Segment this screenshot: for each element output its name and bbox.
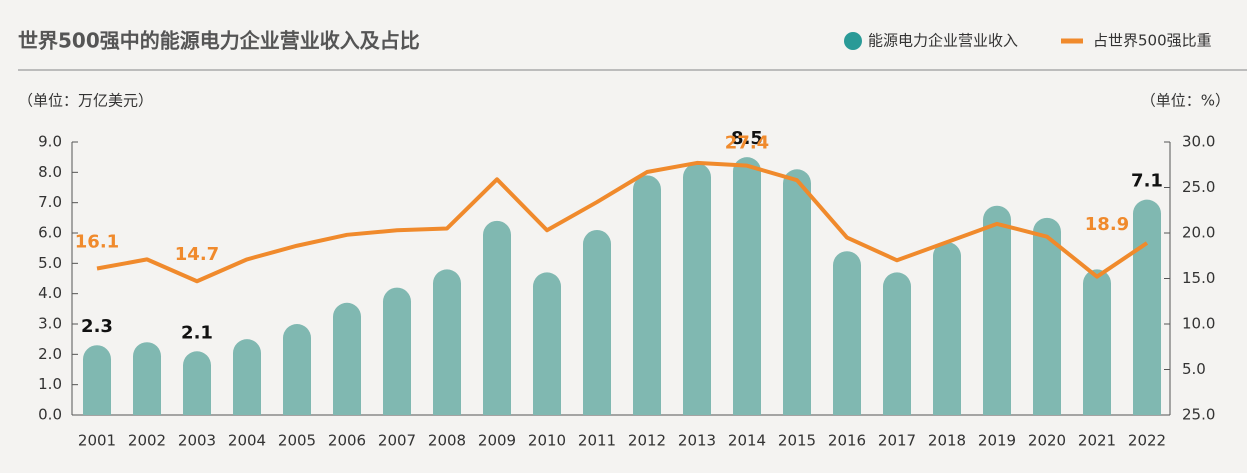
x-tick-label: 2022 [1128, 432, 1166, 450]
y2-tick-label: 30.0 [1182, 133, 1215, 151]
bar [983, 205, 1011, 415]
y-tick-label: 7.0 [38, 193, 62, 211]
y-tick-label: 5.0 [38, 254, 62, 272]
x-tick-label: 2011 [578, 432, 616, 450]
bar [633, 175, 661, 415]
y-tick-label: 1.0 [38, 375, 62, 393]
bar [383, 287, 411, 415]
line [96, 160, 1149, 284]
bar [433, 269, 461, 415]
line-value-label: 27.4 [725, 133, 769, 154]
y-unit: （单位：万亿美元） [18, 92, 153, 110]
bar-value-label: 8.5 [731, 128, 763, 149]
chart-title: 世界500强中的能源电力企业营业收入及占比 [18, 29, 420, 53]
bar [933, 242, 961, 415]
bar-value-label: 2.3 [81, 316, 113, 337]
x-tick-label: 2006 [328, 432, 366, 450]
x-tick-label: 2013 [678, 432, 716, 450]
x-tick-label: 2016 [828, 432, 866, 450]
y-tick-label: 8.0 [38, 163, 62, 181]
y-tick-label: 0.0 [38, 406, 62, 424]
bar-value-label: 7.1 [1131, 171, 1163, 192]
bar [883, 272, 911, 415]
y-tick-label: 6.0 [38, 224, 62, 242]
legend-label: 占世界500强比重 [1093, 32, 1212, 50]
bar [833, 251, 861, 415]
bar [283, 324, 311, 415]
y-tick-label: 3.0 [38, 315, 62, 333]
y2-tick-label: 25.0 [1182, 406, 1215, 424]
x-tick-label: 2009 [478, 432, 516, 450]
bar [583, 229, 611, 415]
line-value-label: 18.9 [1085, 214, 1129, 235]
bar [1133, 199, 1161, 415]
x-tick-label: 2002 [128, 432, 166, 450]
bar [533, 272, 561, 415]
bar [83, 345, 111, 415]
x-tick-label: 2021 [1078, 432, 1116, 450]
bar [133, 342, 161, 415]
y2-tick-label: 25.0 [1182, 178, 1215, 196]
x-tick-label: 2018 [928, 432, 966, 450]
y2-tick-label: 10.0 [1182, 315, 1215, 333]
x-tick-label: 2001 [78, 432, 116, 450]
bar [683, 163, 711, 415]
legend-swatch [844, 32, 862, 50]
y-tick-label: 2.0 [38, 345, 62, 363]
y-tick-label: 9.0 [38, 133, 62, 151]
bar [783, 169, 811, 415]
bar [183, 351, 211, 415]
y-tick-label: 4.0 [38, 284, 62, 302]
line-value-label: 16.1 [75, 231, 119, 252]
bar [733, 157, 761, 415]
line-value-label: 14.7 [175, 244, 219, 265]
legend-label: 能源电力企业营业收入 [868, 32, 1018, 50]
y2-tick-label: 5.0 [1182, 360, 1206, 378]
x-tick-label: 2008 [428, 432, 466, 450]
x-tick-label: 2010 [528, 432, 566, 450]
x-tick-label: 2020 [1028, 432, 1066, 450]
x-tick-label: 2005 [278, 432, 316, 450]
x-tick-label: 2019 [978, 432, 1016, 450]
x-tick-label: 2014 [728, 432, 766, 450]
y2-tick-label: 15.0 [1182, 269, 1215, 287]
x-tick-label: 2007 [378, 432, 416, 450]
bar [483, 220, 511, 415]
x-tick-label: 2012 [628, 432, 666, 450]
y2-tick-label: 20.0 [1182, 224, 1215, 242]
x-tick-label: 2015 [778, 432, 816, 450]
x-tick-label: 2017 [878, 432, 916, 450]
x-tick-label: 2004 [228, 432, 266, 450]
bar-value-label: 2.1 [181, 322, 213, 343]
y2-unit: （单位：%） [1141, 92, 1230, 110]
bar [1033, 217, 1061, 415]
bar [233, 339, 261, 415]
bar [1083, 269, 1111, 415]
x-tick-label: 2003 [178, 432, 216, 450]
bar [333, 302, 361, 415]
